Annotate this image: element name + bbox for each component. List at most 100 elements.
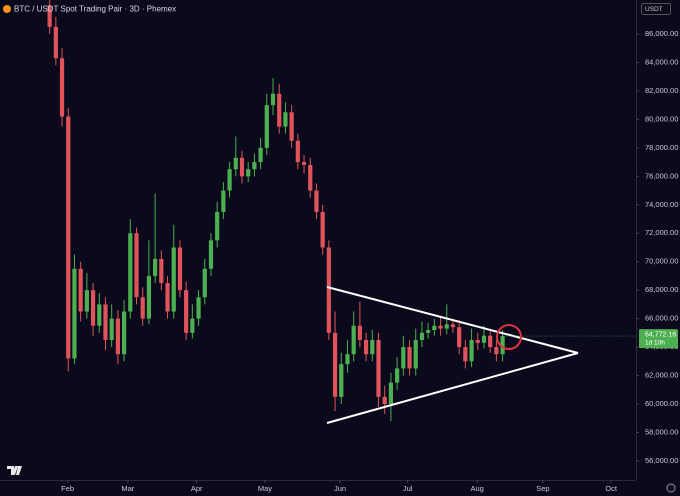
candle-body (59, 58, 65, 117)
price-tag-label: 64,772.16 (645, 331, 676, 338)
candle-body (128, 233, 133, 312)
candle-body (109, 318, 114, 340)
candle-body (494, 347, 499, 355)
y-tick-label: 68,000.00 (645, 285, 678, 294)
coin-icon (3, 5, 11, 13)
lower-trendline (326, 352, 579, 424)
candle-body (121, 311, 127, 355)
y-tick-label: 60,000.00 (645, 399, 678, 408)
candle-body (146, 275, 152, 319)
candle-body (140, 297, 145, 319)
candle-body (233, 157, 238, 170)
candle-body (407, 347, 412, 369)
x-tick-label: May (258, 484, 272, 493)
candle-body (184, 290, 189, 333)
y-tick-label: 56,000.00 (645, 456, 678, 465)
candle-body (308, 164, 313, 191)
candle-body (370, 339, 375, 355)
candle-body (419, 332, 425, 340)
candle-body (215, 211, 220, 241)
x-tick-label: Mar (121, 484, 134, 493)
x-tick-label: Feb (61, 484, 74, 493)
logo-shape (7, 466, 22, 475)
price-tag (639, 329, 678, 349)
candle-body (463, 347, 468, 362)
candle-body (270, 93, 276, 106)
candle-body (481, 335, 487, 343)
candle-body (252, 162, 257, 170)
settings-icon[interactable] (666, 483, 676, 493)
currency-label[interactable]: USDT (645, 6, 663, 13)
candle-body (339, 364, 344, 397)
candle-body (103, 304, 108, 340)
candle-body (376, 339, 381, 397)
candle-body (475, 339, 480, 343)
highlight-circle (496, 324, 522, 350)
candle-body (332, 332, 338, 397)
candle-body (413, 339, 418, 369)
y-tick-label: 74,000.00 (645, 200, 678, 209)
candle-body (196, 297, 201, 319)
chart-title: BTC / USDT Spot Trading Pair · 3D · Phem… (14, 5, 176, 14)
y-tick-label: 72,000.00 (645, 228, 678, 237)
x-tick-label: Jul (403, 484, 413, 493)
candle-body (208, 240, 214, 269)
candle-body (444, 324, 449, 329)
x-tick-label: Oct (605, 484, 618, 493)
candle-body (301, 162, 307, 165)
candle-body (395, 368, 400, 383)
candle-body (159, 258, 164, 284)
y-tick-label: 62,000.00 (645, 371, 678, 380)
x-tick-label: Apr (191, 484, 203, 493)
candle-body (351, 325, 356, 355)
candle-body (357, 325, 362, 340)
candle-body (78, 268, 83, 312)
y-tick-label: 66,000.00 (645, 314, 678, 323)
x-tick-label: Jun (334, 484, 346, 493)
candle-body (90, 290, 96, 326)
candle-body (426, 330, 431, 333)
candle-body (450, 324, 456, 328)
candle-body (277, 93, 282, 127)
candle-body (47, 5, 52, 27)
candle-body (72, 268, 77, 359)
upper-trendline (326, 286, 579, 354)
y-tick-label: 70,000.00 (645, 257, 678, 266)
x-tick-label: Sep (536, 484, 549, 493)
candle-body (264, 105, 269, 148)
candle-body (202, 268, 207, 298)
candle-body (326, 247, 331, 333)
candle-body (97, 304, 102, 326)
y-tick-label: 78,000.00 (645, 143, 678, 152)
candle-body (246, 169, 251, 177)
candle-body (66, 116, 71, 359)
y-tick-label: 82,000.00 (645, 86, 678, 95)
candle-body (457, 327, 462, 348)
candle-body (432, 325, 437, 331)
candle-body (388, 382, 394, 405)
candle-body (500, 336, 505, 355)
candle-body (134, 233, 139, 298)
currency-selector[interactable] (641, 3, 671, 15)
candle-body (363, 339, 369, 355)
candle-body (289, 112, 294, 141)
candle-body (84, 290, 89, 312)
candle-body (382, 396, 387, 405)
tradingview-logo (7, 466, 22, 475)
candle-body (53, 26, 58, 59)
candle-body (469, 339, 474, 362)
candle-body (283, 112, 288, 127)
candle-body (177, 247, 183, 291)
candle-body (438, 325, 443, 329)
candles (47, 0, 505, 422)
candle-body (488, 335, 493, 348)
y-tick-label: 84,000.00 (645, 57, 678, 66)
candle-body (190, 318, 195, 333)
y-tick-label: 58,000.00 (645, 427, 678, 436)
candle-body (153, 258, 158, 276)
candle-body (239, 157, 245, 177)
candle-body (227, 169, 232, 191)
candle-body (171, 247, 176, 312)
